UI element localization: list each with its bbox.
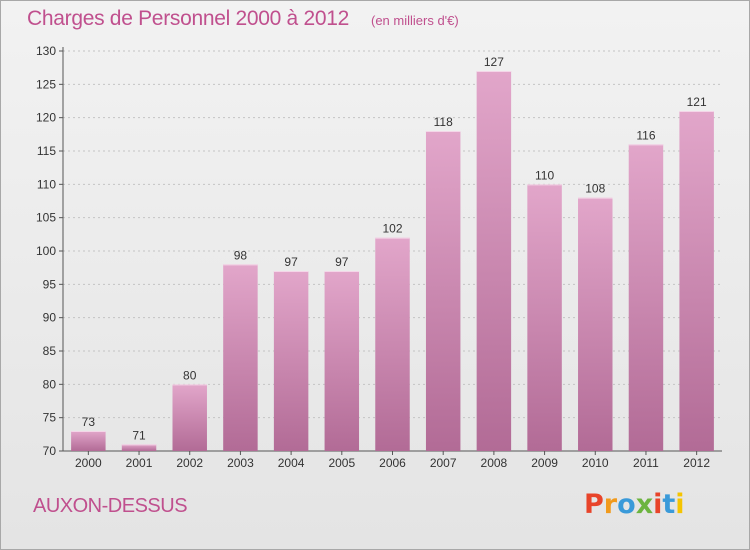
data-label-2007: 118 bbox=[434, 115, 453, 129]
bar-2010 bbox=[578, 197, 613, 451]
x-tick-label-2012: 2012 bbox=[683, 456, 710, 470]
x-tick-label-2005: 2005 bbox=[328, 456, 355, 470]
y-tick-label: 130 bbox=[36, 44, 56, 58]
x-tick-label-2007: 2007 bbox=[430, 456, 457, 470]
data-label-2012: 121 bbox=[687, 95, 707, 109]
y-tick-label: 90 bbox=[43, 311, 57, 325]
data-label-2011: 116 bbox=[636, 128, 655, 142]
data-label-2009: 110 bbox=[535, 168, 554, 182]
y-tick-label: 110 bbox=[37, 177, 56, 191]
x-tick-label-2011: 2011 bbox=[633, 456, 659, 470]
y-tick-label: 105 bbox=[36, 211, 56, 225]
bar-2008 bbox=[476, 71, 512, 451]
logo-letter: t bbox=[662, 489, 676, 520]
proxiti-logo[interactable]: Proxiti bbox=[584, 489, 685, 520]
logo-letter: r bbox=[603, 489, 618, 520]
bar-2001 bbox=[121, 444, 157, 451]
bar-2002 bbox=[172, 384, 207, 451]
y-tick-label: 70 bbox=[43, 444, 57, 458]
bar-2007 bbox=[425, 131, 461, 451]
y-tick-label: 75 bbox=[43, 411, 57, 425]
y-tick-label: 95 bbox=[43, 277, 57, 291]
bar-2009 bbox=[527, 184, 562, 452]
logo-letter: o bbox=[617, 489, 636, 520]
bar-2005 bbox=[324, 271, 360, 451]
data-label-2001: 71 bbox=[132, 428, 146, 442]
bar-2000 bbox=[71, 431, 106, 451]
bar-2006 bbox=[375, 237, 410, 451]
data-label-2002: 80 bbox=[183, 368, 197, 382]
chart-title: Charges de Personnel 2000 à 2012 bbox=[27, 7, 349, 30]
x-tick-label-2009: 2009 bbox=[531, 456, 558, 470]
y-tick-label: 85 bbox=[43, 344, 57, 358]
bar-2012 bbox=[679, 111, 714, 451]
data-label-2004: 97 bbox=[284, 255, 298, 269]
data-label-2006: 102 bbox=[382, 222, 402, 236]
data-label-2000: 73 bbox=[82, 415, 96, 429]
bars bbox=[71, 71, 714, 452]
bar-2011 bbox=[628, 144, 664, 452]
data-label-2003: 98 bbox=[234, 248, 248, 262]
axes: 70 75 80 85 90 95 100 105 110 115 120 125 130 2000 200… bbox=[36, 44, 722, 470]
logo-letter: P bbox=[584, 489, 604, 520]
x-tick-label-2004: 2004 bbox=[278, 456, 305, 470]
y-tick-label: 100 bbox=[36, 244, 56, 258]
bar-2003 bbox=[223, 264, 258, 451]
data-label-2005: 97 bbox=[335, 255, 349, 269]
logo-letter: i bbox=[675, 489, 685, 520]
x-tick-label-2003: 2003 bbox=[227, 456, 254, 470]
y-tick-label: 115 bbox=[37, 144, 56, 158]
x-tick-label-2006: 2006 bbox=[379, 456, 406, 470]
x-tick-label-2002: 2002 bbox=[176, 456, 203, 470]
logo-letter: x bbox=[635, 489, 654, 520]
logo-letter: i bbox=[653, 489, 663, 520]
y-tick-label: 125 bbox=[36, 77, 56, 91]
place-name: AUXON-DESSUS bbox=[33, 495, 188, 517]
x-tick-label-2000: 2000 bbox=[75, 456, 102, 470]
x-tick-label-2008: 2008 bbox=[481, 456, 508, 470]
y-tick-label: 80 bbox=[43, 377, 57, 391]
chart-subtitle: (en milliers d'€) bbox=[371, 13, 459, 28]
y-tick-label: 120 bbox=[36, 111, 56, 125]
data-label-2010: 108 bbox=[585, 182, 605, 196]
x-tick-label-2001: 2001 bbox=[126, 456, 153, 470]
bar-2004 bbox=[273, 271, 309, 451]
x-tick-label-2010: 2010 bbox=[582, 456, 609, 470]
data-labels: 73 71 80 98 97 97 102 118 127 110 108 116 121 bbox=[82, 55, 707, 442]
data-label-2008: 127 bbox=[484, 55, 504, 69]
